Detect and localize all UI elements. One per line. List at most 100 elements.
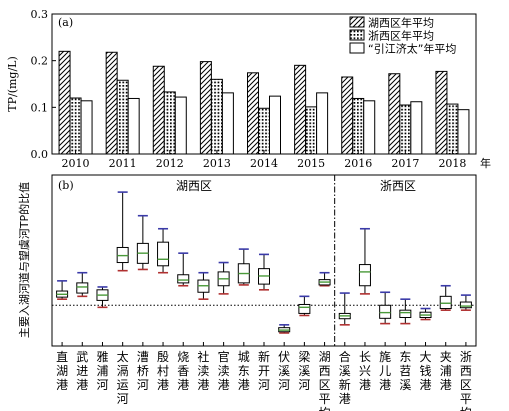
panel-b-x-tick-label: 湖西区平均	[319, 349, 331, 411]
bar-2018-series-2	[446, 103, 459, 155]
panel-b-x-tick-label: 殷村港	[157, 350, 169, 392]
box-雅浦河	[96, 286, 109, 309]
panel-a-x-tick-label: 2015	[297, 157, 325, 170]
bar-2011-series-3	[127, 97, 140, 155]
panel-a-y-tick-label: 0.0	[31, 148, 49, 161]
box-浙西区平均	[459, 294, 472, 311]
panel-a-y-tick-label: 0.1	[31, 101, 49, 114]
iqr-box	[358, 264, 371, 287]
panel-b-x-axis: 直湖港武进港雅浦河太滆运河漕桥河殷村港烧香港社渎港官渎港城东港新开河伏溪河梁溪河…	[56, 342, 472, 411]
iqr-box	[379, 304, 392, 319]
box-新开河	[258, 253, 270, 291]
legend-label-3: “引江济太”年平均	[368, 42, 456, 56]
panel-b-x-tick-label: 新开河	[258, 349, 270, 392]
bar-2010-series-1	[58, 50, 71, 155]
panel-b-x-tick-label: 直湖港	[56, 350, 68, 392]
panel-b-x-tick-label: 东苕溪	[399, 350, 411, 392]
panel-b-x-tick-label: 合溪新港	[339, 349, 351, 406]
bar-2012-series-1	[152, 65, 165, 155]
panel-b-x-tick-label: 雅浦河	[96, 349, 108, 392]
iqr-box	[76, 282, 89, 294]
legend-label-1: 湖西区年平均	[368, 16, 434, 30]
panel-a-x-axis: 2010 2011 2012 2013 2014 2015 2016 2017 2018	[62, 150, 466, 170]
panel-a-y-tick-label: 0.2	[31, 55, 49, 68]
panel-a-y-tick-label: 0.3	[31, 8, 49, 21]
bar-2017-series-3	[410, 101, 423, 155]
box-太滆运河	[116, 191, 129, 272]
bar-2017-series-2	[399, 104, 412, 155]
panel-a-label: (a)	[58, 16, 73, 29]
box-湖西区平均	[318, 271, 331, 287]
bar-2014-series-2	[258, 107, 270, 155]
iqr-box	[439, 295, 452, 310]
bar-2015-series-1	[294, 64, 307, 155]
bar-2016-series-1	[341, 76, 354, 155]
box-旄儿港	[379, 291, 392, 325]
bar-2011-series-2	[116, 79, 129, 155]
box-社渎港	[197, 271, 210, 300]
box-漕桥河	[136, 214, 149, 271]
panel-b-x-tick-label: 夹浦港	[440, 350, 452, 392]
panel-a-x-tick-label: 2011	[109, 157, 137, 170]
panel-a-x-tick-label: 2012	[156, 157, 184, 170]
panel-b-x-tick-label: 长兴港	[359, 350, 371, 392]
box-夹浦港	[439, 284, 452, 311]
panel-a-x-tick-label: 2018	[438, 157, 466, 170]
panel-b-x-tick-label: 官渎港	[218, 349, 230, 392]
bar-2012-series-3	[174, 96, 187, 155]
box-合溪新港	[338, 292, 351, 326]
panel-b-x-tick-label: 漕桥河	[137, 350, 149, 392]
panel-b-x-tick-label: 武进港	[76, 350, 88, 392]
box-大钱港	[419, 307, 432, 321]
panel-a-x-tick-label: 2017	[391, 157, 419, 170]
panel-b-x-tick-label: 大钱港	[420, 350, 432, 392]
panel-b-x-tick-label: 城东港	[238, 350, 250, 392]
bar-2017-series-1	[388, 73, 401, 155]
box-梁溪河	[298, 295, 311, 317]
legend-swatch-1	[349, 16, 365, 28]
box-伏溪河	[278, 324, 291, 334]
box-城东港	[237, 248, 250, 286]
panel-b-label: (b)	[58, 179, 74, 192]
panel-a-y-label: TP/(mg/L)	[6, 56, 19, 112]
box-长兴港	[358, 227, 371, 295]
panel-a-x-tick-label: 2016	[344, 157, 372, 170]
bar-2010-series-3	[80, 100, 93, 155]
bar-2013-series-2	[210, 78, 223, 155]
bar-2013-series-1	[199, 61, 212, 155]
panel-b-x-tick-label: 烧香港	[177, 350, 189, 392]
panel-b-x-tick-label: 浙西区平均	[460, 350, 472, 411]
panel-b-boxes	[52, 175, 476, 346]
panel-b: 直湖港武进港雅浦河太滆运河漕桥河殷村港烧香港社渎港官渎港城东港新开河伏溪河梁溪河…	[17, 174, 477, 411]
bar-2012-series-2	[163, 91, 176, 155]
iqr-box	[399, 309, 412, 318]
panel-a-x-tick-label: 2014	[250, 157, 278, 170]
box-东苕溪	[399, 298, 412, 325]
panel-b-x-tick-label: 太滆运河	[117, 349, 129, 406]
bar-2011-series-1	[105, 51, 118, 155]
region-label-zhexi: 浙西区	[380, 179, 416, 193]
iqr-box	[298, 303, 311, 314]
bar-2016-series-2	[352, 97, 365, 155]
iqr-box	[177, 274, 190, 284]
iqr-box	[157, 241, 170, 267]
panel-a-x-tick-label: 2010	[62, 157, 90, 170]
bar-2016-series-3	[363, 100, 376, 155]
bar-2013-series-3	[221, 92, 234, 155]
panel-b-x-tick-label: 伏溪河	[278, 350, 290, 392]
panel-b-y-label: 主要入湖河道与望虞河TP的比值	[17, 182, 31, 338]
box-武进港	[76, 271, 89, 298]
bar-2018-series-1	[435, 70, 448, 155]
bar-2015-series-2	[305, 106, 318, 155]
panel-b-x-tick-label: 旄儿港	[379, 349, 391, 392]
bar-2014-series-3	[269, 95, 281, 155]
box-烧香港	[177, 252, 190, 287]
box-直湖港	[56, 280, 69, 300]
panel-b-x-tick-label: 梁溪河	[298, 349, 310, 392]
bar-2010-series-2	[69, 97, 82, 155]
panel-a-y-axis: 0.0 0.1 0.2 0.3	[31, 8, 56, 161]
panel-b-x-tick-label: 社渎港	[197, 349, 209, 392]
bar-2014-series-1	[247, 72, 259, 155]
